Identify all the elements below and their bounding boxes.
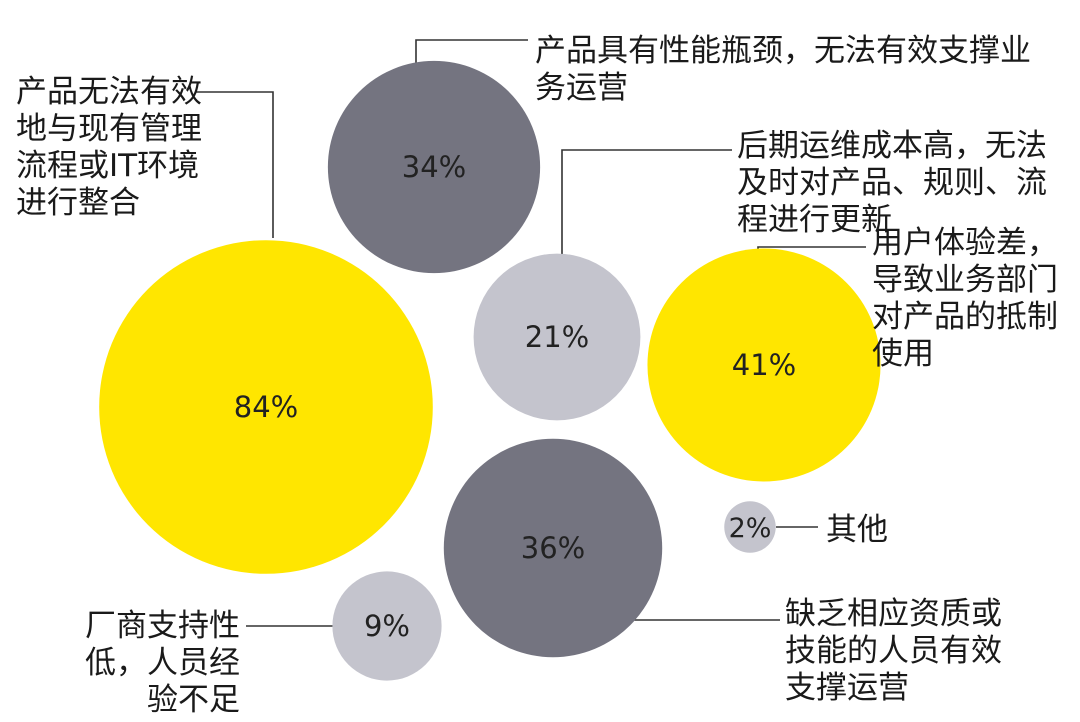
label-vendor-support: 厂商支持性 低，人员经 验不足 bbox=[85, 608, 240, 718]
leader-line-integration bbox=[196, 91, 274, 238]
label-staff-skills: 缺乏相应资质或 技能的人员有效 支撑运营 bbox=[785, 596, 1002, 706]
label-user-experience: 用户体验差， 导致业务部门 对产品的抵制 使用 bbox=[872, 225, 1058, 372]
bubble-maintenance-cost bbox=[473, 253, 641, 421]
label-performance: 产品具有性能瓶颈，无法有效支撑业 务运营 bbox=[535, 33, 1031, 106]
bubble-user-experience bbox=[647, 248, 881, 482]
leader-line-performance bbox=[415, 39, 528, 67]
bubble-staff-skills bbox=[443, 438, 663, 658]
bubble-value-staff-skills: 36% bbox=[521, 531, 585, 565]
label-integration: 产品无法有效 地与现有管理 流程或IT环境 进行整合 bbox=[16, 74, 202, 221]
label-other: 其他 bbox=[826, 512, 888, 548]
bubble-performance bbox=[327, 60, 541, 274]
bubble-vendor-support bbox=[332, 571, 442, 681]
bubble-value-maintenance-cost: 21% bbox=[525, 320, 589, 354]
bubble-integration bbox=[99, 240, 433, 574]
bubble-value-performance: 34% bbox=[402, 150, 466, 184]
bubble-value-integration: 84% bbox=[234, 390, 298, 424]
bubble-value-user-experience: 41% bbox=[732, 348, 796, 382]
bubble-other bbox=[724, 501, 776, 553]
bubble-value-vendor-support: 9% bbox=[364, 609, 410, 643]
bubble-value-other: 2% bbox=[729, 513, 772, 544]
leader-line-maintenance-cost bbox=[561, 149, 732, 265]
label-maintenance-cost: 后期运维成本高，无法 及时对产品、规则、流 程进行更新 bbox=[737, 128, 1047, 238]
